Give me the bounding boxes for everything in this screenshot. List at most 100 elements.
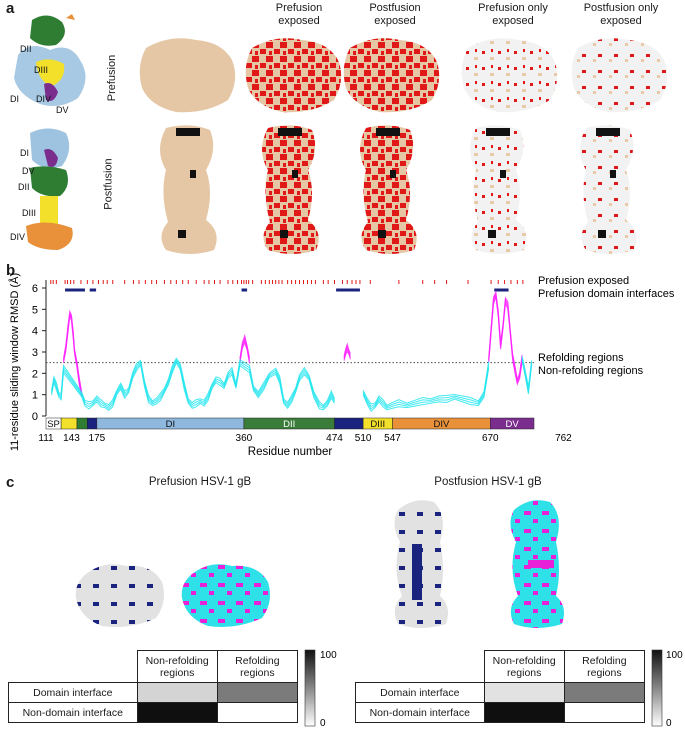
pre-cell-domain-refolding: [216, 682, 299, 703]
col-head-prefusion-only: Prefusion only exposed: [478, 2, 548, 27]
colorbar-left-max: 100: [320, 650, 337, 661]
pre-domain-label-dv: DV: [56, 105, 69, 115]
y-tick-label: 1: [32, 390, 38, 402]
x-tick-label: 474: [326, 433, 343, 444]
post-domain-label-diii: DIII: [22, 208, 36, 218]
x-tick-label: 510: [355, 433, 372, 444]
series-line: [362, 365, 490, 410]
postfusion-table: Non-refolding regions Refolding regions …: [355, 650, 646, 723]
prefusion-hsv-title: Prefusion HSV-1 gB: [148, 476, 252, 488]
x-tick-label: 143: [63, 433, 80, 444]
prefusion-cyan-structure: [181, 564, 270, 627]
col-head-postfusion-only: Postfusion only exposed: [583, 2, 659, 27]
series-line: [521, 356, 533, 387]
colorbars: 100 0 100 0: [304, 649, 683, 729]
y-axis-label: 11-residue sliding window RMSD (Å): [8, 273, 21, 451]
series-line: [239, 333, 250, 359]
prefusion-surface-pre-only: [461, 38, 558, 113]
pre-domain-label-diii: DIII: [34, 65, 48, 75]
domain-label: SP: [47, 419, 60, 430]
domain-label: DIV: [433, 419, 450, 430]
pre-domain-label-div: DIV: [36, 94, 51, 104]
series-line: [362, 368, 490, 412]
post-domain-label-dv: DV: [22, 166, 35, 176]
x-tick-label: 547: [384, 433, 401, 444]
y-tick-label: 5: [32, 304, 38, 316]
post-cell-nondomain-refolding: [563, 702, 646, 723]
x-tick-label: 175: [89, 433, 106, 444]
panel-a-structures: DII DIII DI DIV DV DI DV DII DIII DIV: [10, 14, 668, 254]
post-col-refolding: Refolding regions: [563, 650, 646, 683]
pre-col-refolding: Refolding regions: [216, 650, 299, 683]
interface-bar: [336, 288, 360, 292]
pre-row-non-domain-interface: Non-domain interface: [8, 702, 138, 723]
post-cell-domain-refolding: [563, 682, 646, 703]
colorbar-left-min: 0: [320, 718, 326, 729]
domain-label: DI: [166, 419, 176, 430]
domain-label: DV: [506, 419, 520, 430]
col-head-prefusion-exposed: Prefusion exposed: [275, 2, 323, 27]
series-line: [51, 361, 335, 412]
post-row-non-domain-interface: Non-domain interface: [355, 702, 485, 723]
svg-text:11-residue sliding window RMSD: 11-residue sliding window RMSD (Å): [8, 273, 21, 451]
postfusion-surfaces: [160, 125, 637, 254]
domain-segment: [334, 417, 364, 430]
series-line: [51, 360, 335, 410]
pre-domain-label-di: DI: [10, 94, 19, 104]
series-line: [488, 296, 523, 386]
post-col-non-refolding: Non-refolding regions: [483, 650, 565, 683]
interface-bar: [65, 288, 85, 292]
x-axis-label: Residue number: [248, 446, 333, 458]
panel-c-label: c: [6, 474, 15, 491]
postfusion-ribbon-structure: [26, 128, 73, 250]
post-cell-domain-nonrefolding: [483, 682, 565, 703]
colorbar-right: [651, 649, 663, 727]
colorbar-right-min: 0: [666, 718, 672, 729]
pre-cell-nondomain-refolding: [216, 702, 299, 723]
domain-label: DIII: [370, 419, 385, 430]
prefusion-surface-plain: [139, 38, 236, 113]
panel-b-label: b: [6, 262, 16, 279]
post-domain-label-dii: DII: [18, 182, 30, 192]
prefusion-table: Non-refolding regions Refolding regions …: [8, 650, 299, 723]
legend-non-refolding: Non-refolding regions: [538, 365, 644, 377]
series-line: [343, 342, 351, 357]
post-domain-label-div: DIV: [10, 232, 25, 242]
x-tick-label: 360: [236, 433, 253, 444]
x-tick-label: 670: [482, 433, 499, 444]
prefusion-grey-structure: [75, 564, 164, 627]
series-line: [62, 309, 83, 393]
x-tick-label: 111: [38, 433, 54, 444]
postfusion-hsv-title: Postfusion HSV-1 gB: [434, 476, 542, 488]
domain-segment: [87, 417, 98, 430]
pre-cell-nondomain-nonrefolding: [136, 702, 218, 723]
prefusion-surface-pre-exposed: [245, 38, 342, 113]
series-line: [362, 361, 490, 406]
panel-c-structures: [75, 500, 564, 628]
legend-domain-interfaces: Prefusion domain interfaces: [538, 288, 675, 300]
domain-segment: [76, 417, 88, 430]
colorbar-right-max: 100: [666, 650, 683, 661]
pre-cell-domain-nonrefolding: [136, 682, 218, 703]
series-line: [51, 357, 335, 406]
post-domain-label-di: DI: [20, 148, 29, 158]
col-head-postfusion-exposed: Postfusion exposed: [369, 2, 421, 27]
interface-bar: [89, 288, 97, 292]
prefusion-ribbon-structure: [14, 14, 86, 106]
prefusion-surface-post-only: [571, 38, 668, 113]
interface-bar: [494, 288, 509, 292]
y-tick-label: 6: [32, 283, 38, 295]
domain-segment: [490, 417, 535, 430]
series-line: [362, 363, 490, 408]
y-tick-label: 4: [32, 326, 38, 338]
post-cell-nondomain-nonrefolding: [483, 702, 565, 723]
legend-prefusion-exposed: Prefusion exposed: [538, 275, 629, 287]
series-line: [51, 358, 335, 408]
pre-domain-label-dii: DII: [20, 44, 32, 54]
y-tick-label: 0: [32, 411, 38, 423]
series-line: [488, 290, 523, 380]
y-tick-label: 2: [32, 368, 38, 380]
domain-segment: [60, 417, 78, 430]
y-tick-label: 3: [32, 347, 38, 359]
panel-a-label: a: [6, 0, 15, 17]
